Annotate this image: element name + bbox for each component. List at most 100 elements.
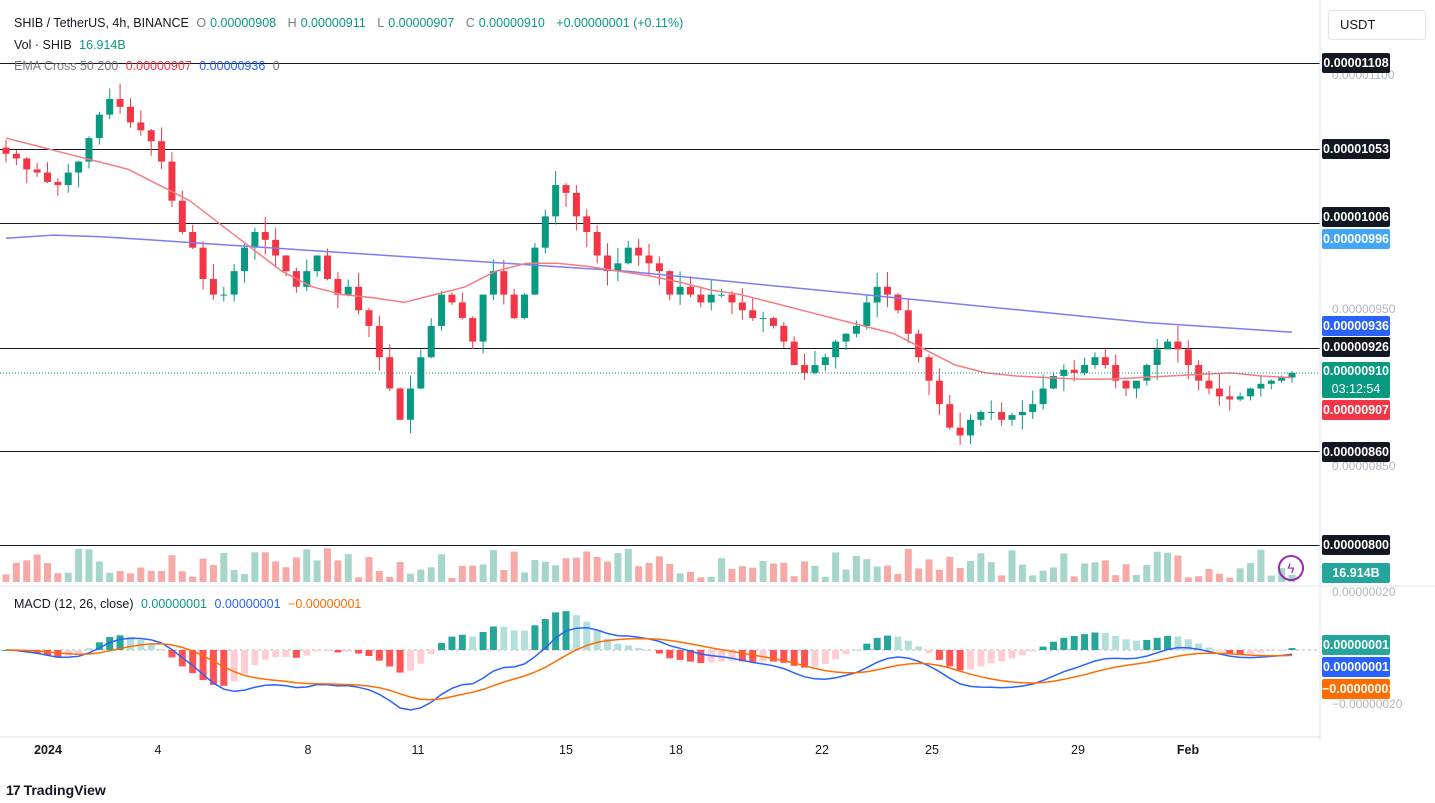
horizontal-levels <box>0 63 1320 546</box>
volume-bar <box>510 551 518 582</box>
close-value: 0.00000910 <box>478 16 545 30</box>
volume-bar <box>852 556 860 582</box>
candle-body <box>759 318 767 320</box>
macd-histogram-bar <box>935 650 943 660</box>
macd-histogram-bar <box>251 650 259 666</box>
macd-histogram-bar <box>790 650 798 666</box>
candle-body <box>541 216 549 248</box>
volume-bar <box>396 561 404 582</box>
volume-bar <box>313 560 321 582</box>
volume-label[interactable]: Vol · SHIB <box>14 38 72 52</box>
volume-bar <box>54 573 62 582</box>
candle-body <box>1018 411 1026 416</box>
macd-histogram-bar <box>510 630 518 650</box>
volume-bar <box>1205 569 1213 582</box>
volume-bar <box>230 570 238 582</box>
volume-bar <box>489 550 497 582</box>
candle-body <box>406 388 414 420</box>
macd-histogram-bar <box>635 647 643 650</box>
volume-bar <box>23 560 31 582</box>
level-tag: 0.00001006 <box>1322 207 1390 227</box>
candle-body <box>811 365 819 373</box>
macd-histogram-bar <box>33 650 41 654</box>
macd-histogram-bar <box>1091 632 1099 650</box>
volume-bar <box>1215 573 1223 582</box>
volume-bar <box>33 554 41 582</box>
candle-body <box>904 310 912 334</box>
candle-body <box>469 318 477 342</box>
volume-bar <box>967 560 974 582</box>
ema-label[interactable]: EMA Cross 50 200 <box>14 59 119 73</box>
level-tag: 0.00001053 <box>1322 139 1390 159</box>
lightning-icon[interactable]: ϟ <box>1278 555 1304 581</box>
candle-body <box>168 161 176 201</box>
candle-body <box>241 247 249 272</box>
volume-bar <box>2 574 10 582</box>
macd-histogram-bar <box>1122 639 1130 650</box>
volume-bar <box>718 558 726 582</box>
volume-bar <box>386 576 394 582</box>
volume-bar <box>355 577 363 582</box>
candle-body <box>510 294 518 319</box>
candle-body <box>583 216 591 233</box>
volume-bar <box>1267 575 1275 582</box>
macd-histogram-bar <box>1039 646 1047 650</box>
candle-body <box>1153 349 1161 366</box>
candle-body <box>448 294 456 303</box>
currency-button[interactable]: USDT <box>1328 10 1426 40</box>
macd-value: 0.00000001 <box>214 597 281 611</box>
macd-histogram-bar <box>95 642 103 650</box>
volume-bar <box>894 573 902 582</box>
volume-bar <box>1236 568 1244 582</box>
volume-bar <box>676 573 684 582</box>
volume-bar <box>780 562 788 582</box>
volume-bar <box>1195 576 1203 582</box>
countdown: 03:12:54 <box>1331 382 1381 396</box>
macd-axis-label: −0.00000020 <box>1332 697 1403 711</box>
volume-bar <box>769 563 777 582</box>
macd-histogram-bar <box>1029 650 1037 652</box>
low-label: L <box>377 16 385 30</box>
symbol-title[interactable]: SHIB / TetherUS, 4h, BINANCE <box>14 16 189 30</box>
candle-body <box>842 333 850 342</box>
volume-bar <box>1008 550 1016 582</box>
macd-histogram-bar <box>282 650 290 657</box>
volume-bar <box>935 569 943 582</box>
volume-bar <box>365 557 373 582</box>
volume-bar <box>116 571 124 582</box>
macd-title[interactable]: MACD (12, 26, close) <box>14 597 134 611</box>
level-tag: 0.00000860 <box>1322 442 1390 462</box>
candle-body <box>1247 388 1255 397</box>
macd-histogram-bar <box>1278 649 1286 651</box>
candle-body <box>1049 375 1057 389</box>
volume-bar <box>406 573 414 582</box>
time-axis-label: 2024 <box>34 743 62 757</box>
volume-bar <box>85 549 93 582</box>
candlesticks <box>2 83 1296 445</box>
volume-bar <box>427 567 435 582</box>
candle-body <box>396 388 404 420</box>
macd-histogram-bar <box>500 626 508 650</box>
macd-histogram-bar <box>126 637 134 650</box>
candle-body <box>220 294 228 296</box>
volume-bar <box>583 551 591 582</box>
tradingview-logo[interactable]: 17 TradingView <box>6 782 106 798</box>
macd-histogram-bar <box>676 650 684 660</box>
macd-histogram-bar <box>749 650 757 662</box>
macd-histogram-bar <box>780 650 788 663</box>
macd-histogram-bar <box>448 636 456 650</box>
macd-histogram-bar <box>220 650 228 686</box>
candle-body <box>884 286 892 295</box>
candle-body <box>116 98 124 107</box>
macd-histogram-bar <box>1143 639 1151 650</box>
volume-bar <box>977 553 985 582</box>
candle-body <box>873 286 881 303</box>
macd-axis-label: 0.00000020 <box>1332 585 1396 599</box>
macd-histogram-bar <box>241 650 249 674</box>
candle-body <box>189 232 197 248</box>
macd-histogram-bar <box>365 650 373 656</box>
macd-histogram-bar <box>147 643 155 650</box>
candle-body <box>531 247 539 295</box>
candle-body <box>158 141 166 162</box>
